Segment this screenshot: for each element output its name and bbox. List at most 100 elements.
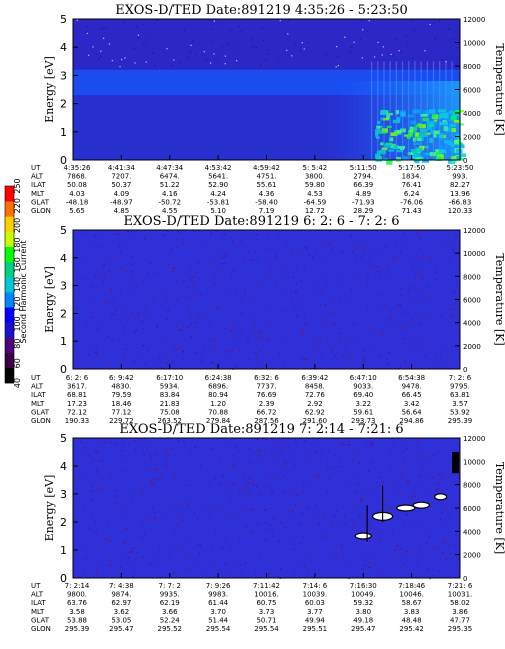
table-cell: 80.94 — [208, 391, 229, 399]
y-tick-label: 5 — [60, 432, 67, 445]
table-cell: 53.05 — [111, 616, 131, 624]
table-row-label: GLAT — [31, 408, 50, 416]
table-cell: 76.69 — [256, 391, 276, 399]
y2-tick-label: 4000 — [463, 528, 481, 536]
table-cell: -66.83 — [449, 198, 472, 206]
table-cell: 60.75 — [256, 599, 276, 607]
table-cell: 66.39 — [353, 181, 373, 189]
table-cell: 12.72 — [305, 207, 325, 215]
table-cell: 61.44 — [208, 599, 229, 607]
table-cell: 295.54 — [206, 625, 231, 633]
table-row-label: UT — [31, 374, 41, 382]
table-cell: 1.20 — [210, 400, 226, 408]
table-cell: 229.72 — [109, 417, 134, 425]
table-cell: 53.92 — [450, 408, 470, 416]
y2-tick-label: 4000 — [463, 110, 481, 118]
table-cell: 21.83 — [160, 400, 180, 408]
colorbar-cell — [5, 307, 14, 323]
table-cell: 4.36 — [259, 190, 275, 198]
colorbar: 40 60 80 100 120 140 160 180 200 220 250 Second Ha… — [4, 178, 28, 388]
table-cell: 50.71 — [256, 616, 276, 624]
table-cell: 75.08 — [160, 408, 180, 416]
panel-title: EXOS-D/TED Date:891219 6: 2: 6 - 7: 2: 6 — [123, 214, 399, 229]
table-cell: 53.88 — [67, 616, 87, 624]
colorbar-cell — [5, 216, 14, 232]
table-cell: 7207. — [111, 173, 131, 181]
table-cell: 3.57 — [452, 400, 468, 408]
table-cell: 295.35 — [448, 625, 473, 633]
table-row-label: GLAT — [31, 198, 50, 206]
table-cell: 295.51 — [303, 625, 328, 633]
panel-title: EXOS-D/TED Date:891219 7: 2:14 - 7:21: 6 — [119, 422, 403, 437]
y2-tick-label: 8000 — [463, 273, 481, 281]
colorbar-cell — [5, 322, 14, 338]
table-cell: 4:47:34 — [156, 164, 184, 172]
colorbar-cell — [5, 276, 14, 293]
colorbar-cell — [5, 337, 14, 353]
table-cell: 56.64 — [402, 408, 423, 416]
table-cell: -50.72 — [158, 198, 181, 206]
y2-tick-label: 10000 — [463, 458, 485, 466]
y-tick-label: 4 — [60, 41, 67, 54]
y2-tick-label: 12000 — [463, 16, 485, 24]
colorbar-tick-label: 160 — [13, 257, 22, 272]
y-axis-label: Energy [eV] — [43, 56, 56, 123]
table-cell: 7: 2:14 — [65, 582, 90, 590]
table-cell: 295.39 — [448, 417, 473, 425]
table-cell: 295.47 — [351, 625, 376, 633]
table-cell: -64.59 — [304, 198, 327, 206]
table-cell: 3.80 — [355, 608, 371, 616]
table-cell: 63.81 — [450, 391, 470, 399]
table-cell: 295.47 — [109, 625, 134, 633]
y-axis-label: Energy [eV] — [43, 475, 56, 542]
table-cell: 69.40 — [353, 391, 373, 399]
y2-tick-label: 4000 — [463, 320, 481, 328]
y-tick-label: 1 — [60, 335, 67, 348]
colorbar-cell — [5, 246, 14, 263]
y-tick-label: 3 — [60, 488, 67, 501]
table-cell: 295.52 — [158, 625, 183, 633]
table-cell: 1834. — [402, 173, 422, 181]
table-cell: 263.52 — [158, 417, 183, 425]
table-cell: 6: 9:42 — [109, 374, 134, 382]
y-tick-label: 1 — [60, 126, 67, 139]
y-tick-label: 4 — [60, 460, 67, 473]
table-cell: 287.56 — [254, 417, 279, 425]
table-cell: 6896. — [208, 383, 228, 391]
table-row-label: GLON — [31, 625, 51, 633]
table-cell: 9935. — [160, 591, 180, 599]
y2-tick-label: 0 — [463, 366, 467, 374]
table-cell: 7:18:46 — [398, 582, 426, 590]
heatmap-field — [73, 438, 461, 580]
y2-tick-label: 0 — [463, 575, 467, 583]
table-cell: 3.70 — [210, 608, 226, 616]
table-row-label: UT — [31, 164, 41, 172]
table-row-label: MLT — [31, 400, 45, 408]
table-row-label: ILAT — [31, 181, 46, 189]
table-cell: 291.60 — [303, 417, 328, 425]
table-cell: 4.16 — [162, 190, 178, 198]
colorbar-cell — [5, 201, 14, 217]
table-cell: 66.45 — [402, 391, 422, 399]
table-cell: 3.77 — [307, 608, 323, 616]
table-cell: 6:54:38 — [398, 374, 425, 382]
panel-1: EXOS-D/TED Date:891219 4:35:26 - 5:23:50… — [31, 3, 505, 215]
table-cell: 10039. — [303, 591, 328, 599]
y-tick-label: 1 — [60, 544, 67, 557]
table-cell: 5.65 — [69, 207, 85, 215]
table-cell: 49.94 — [305, 616, 326, 624]
table-cell: 71.43 — [402, 207, 422, 215]
table-cell: 7: 9:26 — [206, 582, 231, 590]
table-cell: 58.67 — [402, 599, 422, 607]
table-cell: 51.44 — [208, 616, 229, 624]
colorbar-tick-label: 40 — [13, 378, 22, 388]
table-cell: 6:17:10 — [156, 374, 183, 382]
y2-tick-label: 10000 — [463, 40, 485, 48]
heatmap-field — [73, 19, 467, 165]
table-cell: 4.53 — [307, 190, 323, 198]
colorbar-cell — [5, 261, 14, 278]
y-tick-label: 3 — [60, 69, 67, 82]
table-cell: 120.33 — [448, 207, 473, 215]
table-row-label: ILAT — [31, 599, 46, 607]
colorbar-cell — [5, 186, 14, 202]
